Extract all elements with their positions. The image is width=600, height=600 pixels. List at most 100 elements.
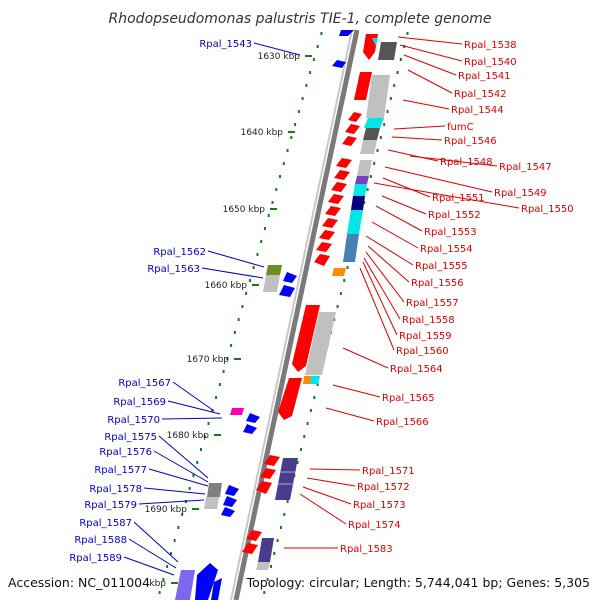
cds-block[interactable] <box>343 234 359 262</box>
gene-label[interactable]: Rpal_1569 <box>113 397 166 408</box>
cds-block[interactable] <box>175 570 195 600</box>
gene-arrow-reverse[interactable] <box>332 60 346 68</box>
gene-arrow-reverse[interactable] <box>243 424 257 434</box>
cds-block[interactable] <box>364 118 384 128</box>
cds-block[interactable] <box>351 196 365 210</box>
gene-label[interactable]: Rpal_1553 <box>424 227 477 238</box>
gene-label[interactable]: Rpal_1562 <box>153 247 206 258</box>
gene-label[interactable]: Rpal_1575 <box>104 432 157 443</box>
gene-arrow-reverse[interactable] <box>283 272 297 283</box>
gene-arrow[interactable] <box>372 38 378 46</box>
gene-arrow-reverse[interactable] <box>279 285 295 297</box>
gene-label[interactable]: Rpal_1578 <box>89 484 142 495</box>
gene-label[interactable]: Rpal_1565 <box>382 393 435 404</box>
gene-label[interactable]: Rpal_1559 <box>399 331 452 342</box>
gene-label[interactable]: Rpal_1560 <box>396 346 449 357</box>
gene-arrow[interactable] <box>319 230 335 240</box>
gene-label[interactable]: Rpal_1554 <box>420 244 473 255</box>
gene-label[interactable]: Rpal_1544 <box>451 105 504 116</box>
gene-arrow[interactable] <box>242 543 258 554</box>
gene-arrow-reverse[interactable] <box>195 563 218 600</box>
gene-label[interactable]: Rpal_1547 <box>499 162 552 173</box>
cds-block[interactable] <box>258 538 274 562</box>
gene-label[interactable]: Rpal_1570 <box>107 415 160 426</box>
gene-arrow[interactable] <box>345 124 360 134</box>
gene-label[interactable]: Rpal_1548 <box>440 157 493 168</box>
gene-label[interactable]: Rpal_1558 <box>402 315 455 326</box>
gene-arrow-reverse[interactable] <box>211 578 222 600</box>
gene-label[interactable]: Rpal_1571 <box>362 466 415 477</box>
gene-label[interactable]: Rpal_1564 <box>390 364 443 375</box>
gene-label[interactable]: Rpal_1550 <box>521 204 574 215</box>
gene-label[interactable]: Rpal_1557 <box>406 298 459 309</box>
gene-arrow[interactable] <box>336 158 352 168</box>
cds-block[interactable] <box>363 128 380 140</box>
gene-arrow-reverse[interactable] <box>339 30 354 36</box>
gene-arrow[interactable] <box>264 455 280 466</box>
gene-label[interactable]: Rpal_1574 <box>348 520 401 531</box>
gene-label[interactable]: Rpal_1579 <box>84 500 137 511</box>
cds-block[interactable] <box>303 376 311 384</box>
gene-arrow[interactable] <box>334 170 350 180</box>
gene-label[interactable]: Rpal_1540 <box>464 57 517 68</box>
gene-arrow[interactable] <box>363 34 378 60</box>
gene-arrow-reverse[interactable] <box>246 413 260 423</box>
gene-label[interactable]: Rpal_1572 <box>357 482 410 493</box>
cds-block[interactable] <box>357 160 372 176</box>
cds-block[interactable] <box>207 483 222 497</box>
cds-block[interactable] <box>230 408 244 415</box>
gene-label[interactable]: Rpal_1573 <box>353 500 406 511</box>
gene-arrow[interactable] <box>260 468 276 479</box>
gene-arrow[interactable] <box>292 305 320 372</box>
gene-arrow[interactable] <box>316 242 332 252</box>
gene-label[interactable]: Rpal_1566 <box>376 417 429 428</box>
cds-block[interactable] <box>275 458 298 500</box>
cds-block[interactable] <box>378 42 397 60</box>
label-leader <box>207 250 265 268</box>
gene-label[interactable]: Rpal_1563 <box>147 264 200 275</box>
gene-label[interactable]: Rpal_1552 <box>428 210 481 221</box>
gene-label[interactable]: fumC <box>447 122 474 133</box>
gene-arrow[interactable] <box>246 530 262 541</box>
gene-label[interactable]: Rpal_1556 <box>411 278 464 289</box>
gene-arrow[interactable] <box>328 194 344 204</box>
gene-label[interactable]: Rpal_1576 <box>99 447 152 458</box>
gene-arrow-reverse[interactable] <box>221 507 235 517</box>
gene-arrow[interactable] <box>342 136 357 146</box>
gene-label[interactable]: Rpal_1546 <box>444 136 497 147</box>
gene-arrow[interactable] <box>314 254 330 266</box>
cds-block[interactable] <box>353 184 367 196</box>
cds-block[interactable] <box>266 265 282 275</box>
cds-block[interactable] <box>305 312 336 375</box>
cds-block[interactable] <box>263 275 280 292</box>
gene-label[interactable]: Rpal_1549 <box>494 188 547 199</box>
cds-block[interactable] <box>204 497 219 509</box>
gene-label[interactable]: Rpal_1567 <box>118 378 171 389</box>
gene-label[interactable]: Rpal_1555 <box>415 261 468 272</box>
gene-label[interactable]: Rpal_1541 <box>458 71 511 82</box>
cds-block[interactable] <box>366 75 390 118</box>
cds-block[interactable] <box>332 268 346 276</box>
gene-label[interactable]: Rpal_1587 <box>79 518 132 529</box>
gene-arrow[interactable] <box>322 218 338 228</box>
gene-label[interactable]: Rpal_1551 <box>432 193 485 204</box>
gene-arrow[interactable] <box>354 72 372 100</box>
gene-label[interactable]: Rpal_1543 <box>199 39 252 50</box>
cds-block[interactable] <box>256 562 270 570</box>
gene-arrow[interactable] <box>256 481 272 494</box>
gene-arrow-reverse[interactable] <box>225 485 239 496</box>
gene-arrow[interactable] <box>348 112 362 122</box>
gene-arrow-reverse[interactable] <box>223 496 237 507</box>
gene-arrow[interactable] <box>325 206 341 216</box>
cds-block[interactable] <box>355 176 369 184</box>
cds-block[interactable] <box>360 140 377 154</box>
gene-label[interactable]: Rpal_1538 <box>464 40 517 51</box>
gene-label[interactable]: Rpal_1589 <box>69 553 122 564</box>
gene-arrow[interactable] <box>331 182 347 192</box>
gene-arrow[interactable] <box>278 378 302 420</box>
cds-block[interactable] <box>347 210 363 234</box>
gene-label[interactable]: Rpal_1588 <box>74 535 127 546</box>
gene-label[interactable]: Rpal_1542 <box>454 89 507 100</box>
gene-label[interactable]: Rpal_1583 <box>340 544 393 555</box>
gene-label[interactable]: Rpal_1577 <box>94 465 147 476</box>
